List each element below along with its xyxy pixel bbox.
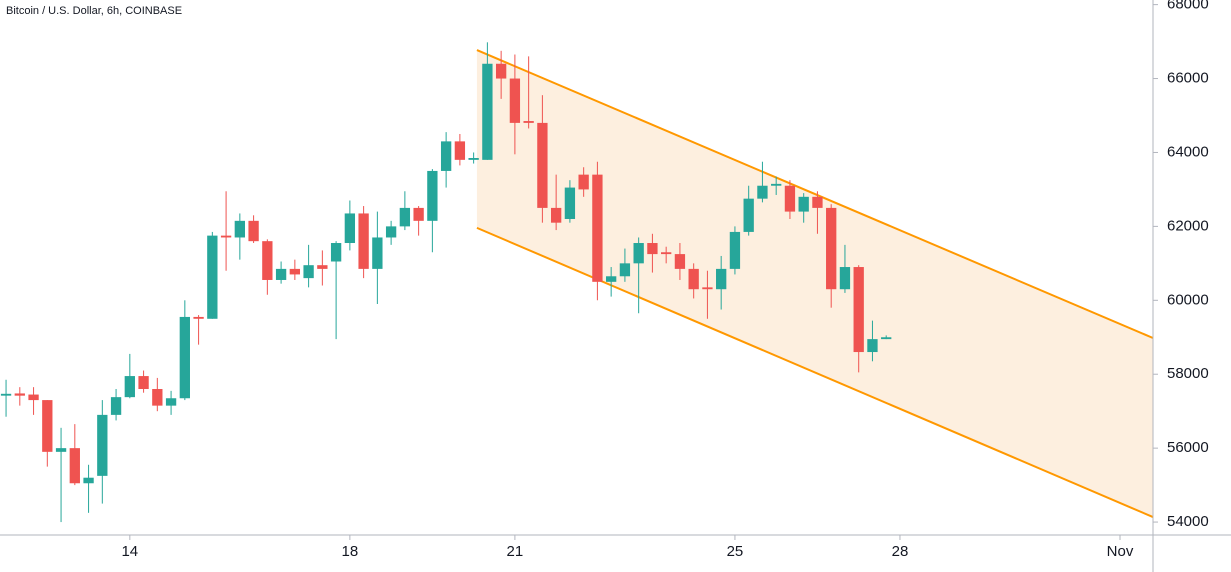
candle-body (165, 398, 177, 406)
candle-body (564, 187, 576, 219)
candle-body (440, 141, 452, 171)
candle-body (399, 207, 411, 227)
y-tick-label: 68000 (1167, 0, 1209, 13)
y-tick-label: 54000 (1167, 513, 1209, 530)
candle-body (881, 337, 892, 340)
channel-lower (476, 226, 1154, 518)
candle-body (42, 400, 53, 452)
candle-body (317, 265, 328, 269)
candle-body (743, 198, 754, 232)
candle-body (110, 397, 122, 415)
candle-body (385, 226, 397, 238)
candle-body (372, 237, 383, 269)
y-tick-label: 62000 (1167, 217, 1209, 234)
candle-body (509, 78, 521, 123)
candle-body (839, 267, 851, 290)
candle-body (826, 207, 837, 290)
channel-fill (476, 50, 1153, 518)
candle-body (605, 276, 617, 282)
candle-body (798, 196, 809, 212)
candle-body (771, 183, 782, 186)
candle-body (193, 316, 204, 319)
candle-body (537, 122, 548, 208)
candle-body (303, 265, 314, 279)
candle-body (248, 220, 259, 242)
candle-body (867, 339, 878, 353)
candle-body (138, 376, 149, 390)
x-tick-label: 21 (507, 543, 524, 560)
candle-body (454, 141, 466, 160)
candle-body (234, 220, 245, 238)
candle-body (661, 252, 672, 255)
y-tick-label: 56000 (1167, 439, 1209, 456)
candle-body (688, 268, 699, 290)
x-tick-label: Nov (1107, 543, 1134, 560)
candle-body (812, 196, 823, 208)
candle-body (482, 63, 493, 160)
candle-body (55, 448, 67, 452)
y-tick-label: 66000 (1167, 70, 1209, 87)
candle-body (619, 263, 631, 277)
candle-body (716, 268, 727, 290)
candle-body (220, 235, 232, 238)
candle-body (413, 207, 424, 221)
candle-body (0, 393, 12, 396)
candle-body (495, 63, 507, 79)
candle-body (152, 389, 163, 406)
candle-body (358, 213, 369, 269)
candle-body (578, 174, 589, 190)
candle-body (289, 268, 301, 275)
x-tick-label: 25 (727, 543, 744, 560)
candle-body (592, 174, 603, 282)
y-tick-label: 64000 (1167, 143, 1209, 160)
candle-body (179, 316, 190, 399)
candle-body (124, 376, 135, 398)
candle-body (647, 243, 658, 255)
candle-body (550, 207, 562, 223)
candle-body (468, 158, 479, 160)
candle-body (729, 231, 741, 269)
candle-body (330, 243, 342, 262)
candle-body (97, 414, 108, 476)
candle-body (275, 268, 287, 280)
candle-body (69, 448, 80, 484)
channel-upper (476, 49, 1154, 339)
y-tick-label: 60000 (1167, 291, 1209, 308)
x-tick-label: 28 (892, 543, 909, 560)
candle-body (262, 241, 273, 280)
chart-title: Bitcoin / U.S. Dollar, 6h, COINBASE (6, 5, 182, 17)
candle-body (207, 235, 218, 319)
candle-body (344, 213, 356, 244)
candle-body (633, 243, 644, 264)
candle-body (702, 287, 713, 290)
candle-body (14, 393, 25, 396)
candle-body (853, 267, 864, 353)
candle-body (674, 254, 686, 269)
candle-body (427, 170, 438, 221)
candle-body (523, 121, 534, 123)
x-tick-label: 18 (342, 543, 359, 560)
y-tick-label: 58000 (1167, 365, 1209, 382)
candle-body (28, 394, 39, 401)
candle-body (757, 185, 768, 199)
candle-body (83, 477, 94, 484)
candle-body (784, 185, 796, 212)
x-tick-label: 14 (121, 543, 138, 560)
